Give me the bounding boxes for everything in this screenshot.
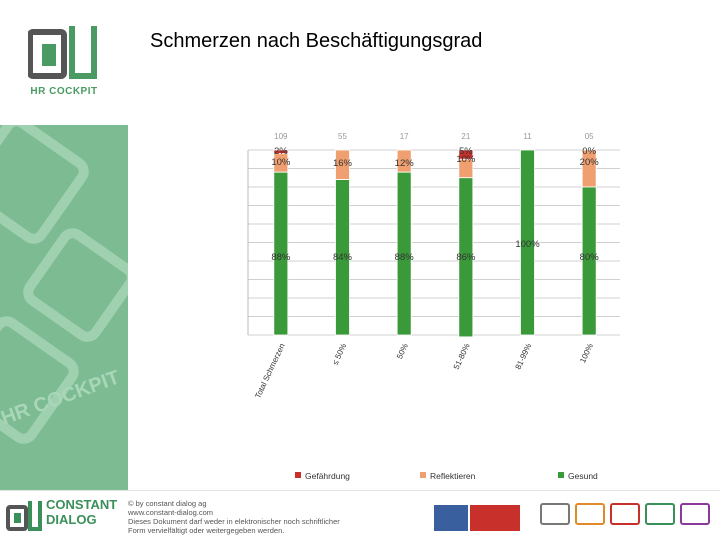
legend-swatch <box>295 472 301 478</box>
hr-cockpit-logo-icon <box>28 26 97 79</box>
n-label: 17 <box>400 132 409 141</box>
x-tick-label: 51-80% <box>452 342 472 371</box>
data-label: 12% <box>395 158 415 169</box>
footer-brand-line2: DIALOG <box>46 512 97 527</box>
data-label: 100% <box>515 239 540 250</box>
product-logo-icon <box>610 503 640 525</box>
constant-dialog-logo-icon <box>6 501 42 531</box>
data-label: 80% <box>580 252 600 263</box>
certification-badge-icon <box>434 505 468 531</box>
page-title: Schmerzen nach Beschäftigungsgrad <box>150 30 483 52</box>
svg-text:HR COCKPIT: HR COCKPIT <box>0 366 123 429</box>
footer-notice-line1: Dieses Dokument darf weder in elektronis… <box>128 517 340 526</box>
bar-gesund <box>458 177 474 338</box>
footer-brand: CONSTANT DIALOG <box>46 497 117 527</box>
bar-gesund <box>273 171 289 336</box>
data-label: 88% <box>271 252 291 263</box>
data-label: 5% <box>459 146 473 157</box>
n-label: 05 <box>585 132 594 141</box>
n-label: 11 <box>523 132 532 141</box>
bar-gesund <box>520 149 535 336</box>
product-logo-icon <box>575 503 605 525</box>
product-logo-icon <box>680 503 710 525</box>
footer-notice-line2: Form vervielfältigt oder weitergegeben w… <box>128 526 285 535</box>
footer-notice: © by constant dialog ag www.constant-dia… <box>128 499 340 535</box>
x-tick-label: 50% <box>395 342 410 360</box>
decorative-sidebar: HR COCKPIT <box>0 125 128 490</box>
bar-gesund <box>335 179 350 336</box>
data-label: 16% <box>333 158 353 169</box>
data-label: 88% <box>395 252 415 263</box>
legend-swatch <box>558 472 564 478</box>
n-label: 109 <box>274 132 288 141</box>
product-logo-icon <box>540 503 570 525</box>
brand-name: HR COCKPIT <box>30 86 98 97</box>
data-label: 10% <box>271 157 291 168</box>
award-badge-icon <box>470 505 520 531</box>
x-tick-label: Total Schmerzen <box>253 342 286 400</box>
data-label: 0% <box>582 146 596 157</box>
n-label: 21 <box>461 132 470 141</box>
footer: CONSTANT DIALOG © by constant dialog ag … <box>0 490 720 541</box>
product-logo-icon <box>645 503 675 525</box>
x-tick-label: 100% <box>578 342 595 364</box>
data-label: 86% <box>456 252 476 263</box>
bar-gesund <box>396 171 412 336</box>
legend-entry: Reflektieren <box>430 471 476 481</box>
footer-copyright: © by constant dialog ag <box>128 499 207 508</box>
sidebar-pattern-icon: HR COCKPIT <box>0 125 128 444</box>
bar-gesund <box>581 186 597 336</box>
legend-swatch <box>420 472 426 478</box>
data-label: 20% <box>580 157 600 168</box>
n-label: 55 <box>338 132 347 141</box>
data-label: 2% <box>274 146 288 157</box>
x-tick-label: 81-99% <box>514 342 534 371</box>
data-label: 84% <box>333 252 353 263</box>
sidebar-header: HR COCKPIT <box>0 0 128 125</box>
legend-entry: Gefährdung <box>305 471 350 481</box>
footer-brand-line1: CONSTANT <box>46 497 118 512</box>
legend-entry: Gesund <box>568 471 598 481</box>
data-label: 10% <box>456 154 476 165</box>
footer-website[interactable]: www.constant-dialog.com <box>128 508 214 517</box>
x-tick-label: ≤ 50% <box>331 342 349 366</box>
